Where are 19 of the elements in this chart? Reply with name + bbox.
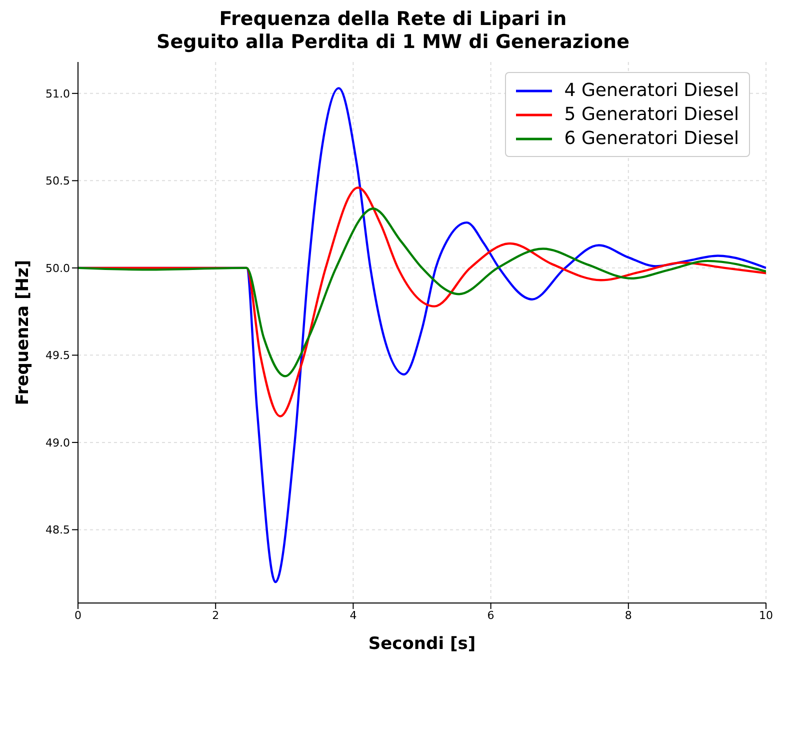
y-tick-label: 48.5 bbox=[46, 524, 70, 537]
y-tick-label: 51.0 bbox=[46, 87, 70, 100]
chart-title: Frequenza della Rete di Lipari in Seguito alla Perdita di 1 MW di Generazione bbox=[156, 8, 630, 54]
y-tick-label: 49.0 bbox=[46, 436, 70, 450]
x-tick-label: 8 bbox=[624, 608, 632, 622]
legend-label: 5 Generatori Diesel bbox=[564, 104, 739, 125]
y-tick-label: 50.5 bbox=[46, 174, 70, 188]
y-axis-title: Frequenza [Hz] bbox=[13, 260, 34, 406]
x-tick-label: 10 bbox=[759, 608, 773, 622]
x-axis-title: Secondi [s] bbox=[368, 634, 476, 654]
legend-label: 4 Generatori Diesel bbox=[564, 80, 739, 101]
y-tick-label: 49.5 bbox=[46, 349, 70, 362]
x-tick-label: 2 bbox=[212, 608, 220, 622]
x-tick-label: 0 bbox=[74, 608, 82, 622]
line-series bbox=[78, 207, 766, 378]
x-tick-label: 4 bbox=[350, 608, 357, 622]
legend-label: 6 Generatori Diesel bbox=[564, 128, 739, 149]
x-tick-label: 6 bbox=[487, 608, 494, 622]
y-tick-label: 50.0 bbox=[46, 262, 70, 275]
